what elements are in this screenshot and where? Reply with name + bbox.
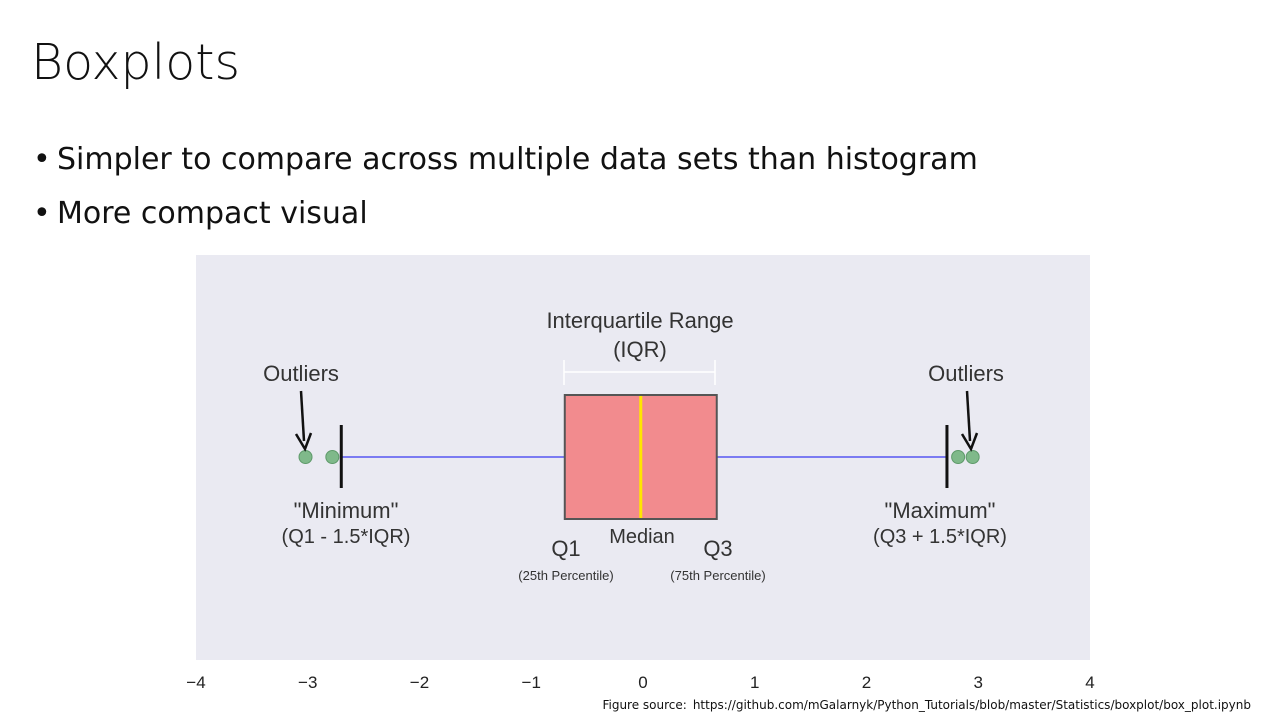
outliers-right-arrow bbox=[965, 390, 972, 442]
x-tick-label: −4 bbox=[186, 673, 205, 692]
figure-source-label: Figure source: bbox=[602, 698, 687, 712]
outliers-left-arrowhead bbox=[294, 432, 313, 452]
maximum-label: "Maximum" bbox=[885, 498, 996, 523]
iqr-annotation: Interquartile Range (IQR) bbox=[546, 308, 734, 385]
plot-marks bbox=[298, 394, 980, 520]
bullet-icon: • bbox=[33, 142, 51, 177]
outlier-point bbox=[965, 450, 980, 464]
x-tick-label: 0 bbox=[638, 673, 647, 692]
outlier-point bbox=[951, 450, 966, 464]
q1-sublabel: (25th Percentile) bbox=[518, 568, 613, 583]
x-tick-label: −2 bbox=[410, 673, 429, 692]
x-tick-label: −3 bbox=[298, 673, 317, 692]
minimum-formula: (Q1 - 1.5*IQR) bbox=[282, 526, 411, 548]
outlier-point bbox=[325, 450, 340, 464]
outlier-point bbox=[298, 450, 313, 464]
q3-label: Q3 bbox=[703, 536, 732, 561]
figure-source: Figure source: https://github.com/mGalarn… bbox=[602, 697, 1251, 713]
outliers-left-arrow bbox=[299, 390, 306, 442]
outliers-right-annotation: Outliers bbox=[928, 361, 1004, 452]
minimum-label: "Minimum" bbox=[294, 498, 399, 523]
maximum-formula: (Q3 + 1.5*IQR) bbox=[873, 526, 1007, 548]
outliers-right-label: Outliers bbox=[928, 361, 1004, 386]
outliers-left-annotation: Outliers bbox=[263, 361, 339, 452]
q1-label: Q1 bbox=[551, 536, 580, 561]
x-tick-label: −1 bbox=[522, 673, 541, 692]
x-tick-label: 4 bbox=[1085, 673, 1094, 692]
outliers-right-arrowhead bbox=[960, 432, 979, 452]
bullet-text: More compact visual bbox=[57, 196, 368, 231]
x-tick-label: 3 bbox=[974, 673, 983, 692]
bullet-text: Simpler to compare across multiple data … bbox=[57, 142, 978, 177]
q3-sublabel: (75th Percentile) bbox=[670, 568, 765, 583]
iqr-title: Interquartile Range bbox=[546, 308, 733, 333]
bullet-list: • Simpler to compare across multiple data… bbox=[33, 140, 978, 248]
x-tick-label: 2 bbox=[862, 673, 871, 692]
bullet-item: • Simpler to compare across multiple data… bbox=[33, 140, 978, 194]
slide-title: Boxplots bbox=[31, 34, 240, 91]
median-label: Median bbox=[609, 526, 675, 548]
bullet-icon: • bbox=[33, 196, 51, 231]
bullet-item: • More compact visual bbox=[33, 194, 978, 248]
iqr-abbrev: (IQR) bbox=[613, 337, 667, 362]
x-tick-label: 1 bbox=[750, 673, 759, 692]
x-axis-tick-labels: −4 −3 −2 −1 0 1 2 3 4 bbox=[186, 673, 1094, 692]
outliers-left-label: Outliers bbox=[263, 361, 339, 386]
figure-source-url: https://github.com/mGalarnyk/Python_Tuto… bbox=[692, 698, 1251, 712]
